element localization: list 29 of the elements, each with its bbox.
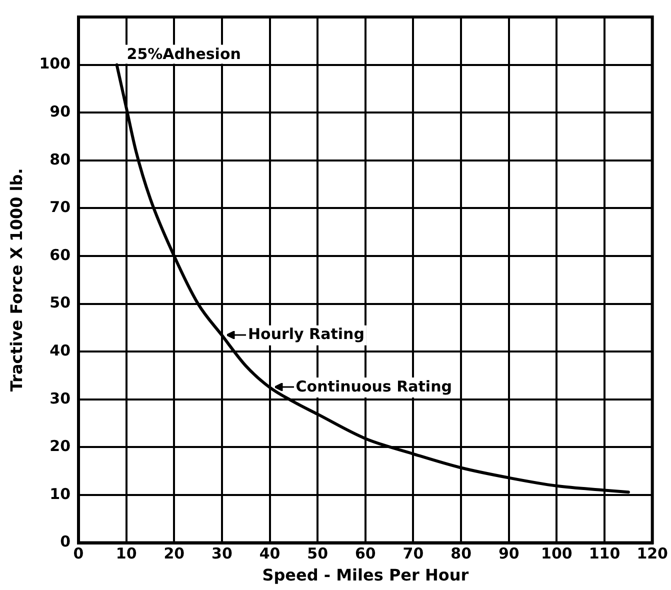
x-tick-label: 90 <box>498 544 520 563</box>
y-tick-label: 70 <box>50 198 71 216</box>
x-tick-label: 40 <box>259 544 280 563</box>
y-tick-label: 80 <box>50 150 71 168</box>
y-tick-label: 10 <box>50 484 71 503</box>
x-tick-label: 50 <box>307 544 328 563</box>
x-tick-label: 120 <box>636 544 668 563</box>
y-tick-label: 100 <box>39 54 71 73</box>
y-tick-label: 90 <box>50 102 71 120</box>
x-tick-label: 60 <box>354 544 376 563</box>
y-tick-label: 40 <box>50 341 71 360</box>
y-tick-label: 20 <box>50 437 71 456</box>
x-tick-label: 110 <box>588 544 620 563</box>
x-tick-label: 100 <box>541 544 572 563</box>
annotation: 25%Adhesion <box>126 45 241 64</box>
x-tick-label: 30 <box>212 544 232 563</box>
y-tick-label: 60 <box>50 246 71 264</box>
y-axis-title: Tractive Force X 1000 lb. <box>6 168 26 392</box>
y-tick-label: 30 <box>50 389 71 408</box>
x-tick-label: 80 <box>450 544 472 563</box>
annotation: Continuous Rating <box>296 377 452 396</box>
x-tick-label: 10 <box>116 544 137 563</box>
x-tick-label: 70 <box>402 544 424 563</box>
annotation: Hourly Rating <box>248 325 364 344</box>
x-tick-label: 20 <box>164 544 185 563</box>
x-tick-label: 0 <box>73 544 84 563</box>
y-tick-label: 50 <box>50 294 71 312</box>
x-axis-title: Speed - Miles Per Hour <box>262 566 469 585</box>
y-tick-label: 0 <box>60 532 71 551</box>
